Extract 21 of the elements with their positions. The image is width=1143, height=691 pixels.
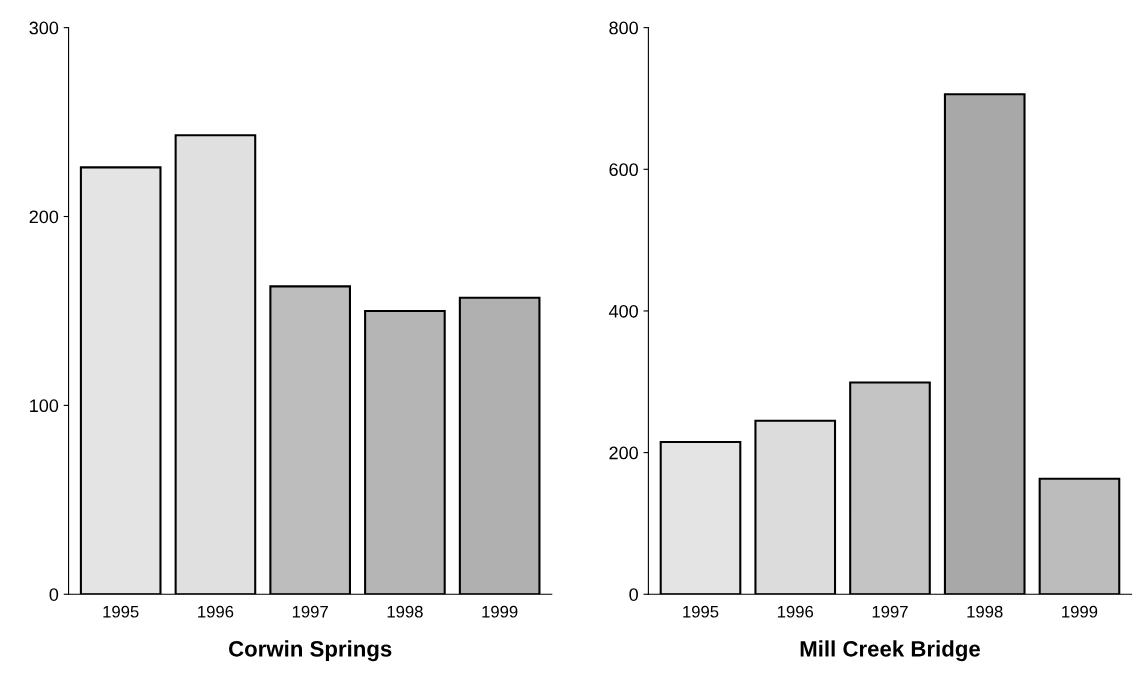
x-tick-label: 1998	[387, 605, 423, 618]
x-tick-label: 1998	[967, 605, 1003, 618]
x-axis-title: Mill Creek Bridge	[800, 640, 980, 662]
y-tick-label: 400	[608, 304, 638, 318]
x-tick-label: 1997	[292, 605, 328, 618]
x-tick-label: 1995	[103, 605, 139, 618]
y-tick-label: 200	[609, 446, 638, 460]
y-tick-label: 0	[49, 588, 59, 601]
x-tick-label: 1997	[872, 605, 908, 618]
y-tick-label: 100	[30, 399, 59, 413]
x-tick-label: 1999	[1062, 605, 1098, 618]
y-tick-label: 600	[609, 163, 638, 177]
y-tick-label: 800	[609, 21, 638, 35]
x-tick-label: 1995	[683, 605, 719, 618]
x-axis-title: Corwin Springs	[228, 640, 392, 662]
x-tick-label: 1996	[198, 605, 234, 618]
y-tick-label: 0	[629, 588, 638, 601]
y-tick-label: 300	[29, 21, 59, 35]
y-tick-label: 200	[29, 210, 59, 224]
x-tick-label: 1996	[777, 605, 814, 618]
x-tick-label: 1999	[482, 605, 518, 618]
